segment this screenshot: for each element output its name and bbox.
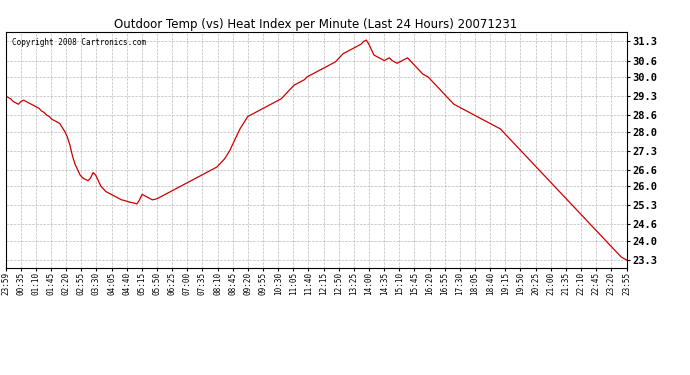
Title: Outdoor Temp (vs) Heat Index per Minute (Last 24 Hours) 20071231: Outdoor Temp (vs) Heat Index per Minute …	[115, 18, 518, 31]
Text: Copyright 2008 Cartronics.com: Copyright 2008 Cartronics.com	[12, 38, 146, 47]
